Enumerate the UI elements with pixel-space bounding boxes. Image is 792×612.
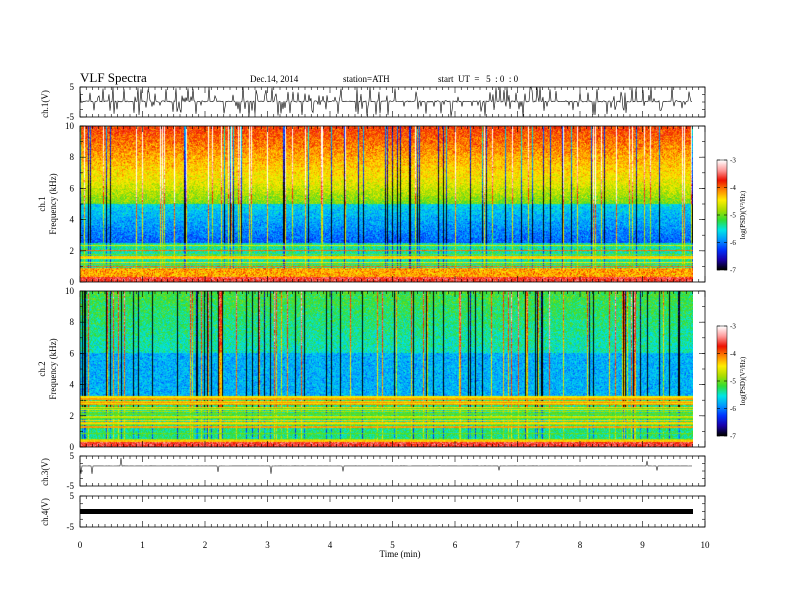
ch1-spectrogram-image — [80, 126, 693, 282]
ch4-waveform-band — [80, 509, 693, 514]
ch2-cbar-tick-0: -3 — [730, 323, 736, 331]
ch1-cbar-tick-3: -6 — [730, 239, 736, 247]
ch2-cbar-tick-3: -6 — [730, 405, 736, 413]
ch1-cbar-tick-1: -4 — [730, 184, 736, 192]
ch2-cbar-tick-4: -7 — [730, 433, 736, 441]
ch1-waveform-line — [79, 86, 693, 117]
x-tick-label-4: 4 — [328, 540, 333, 550]
station-label: station=ATH — [343, 74, 390, 84]
ch3-wave-ytick-1: -5 — [67, 481, 75, 491]
ch2-spec-ytick-2: 4 — [70, 380, 75, 390]
ch4-wave-ytick-1: -5 — [67, 522, 75, 532]
x-tick-label-0: 0 — [78, 540, 83, 550]
ch1-spec-ytick-0: 0 — [70, 277, 75, 287]
ch1-cbar-tick-2: -5 — [730, 212, 736, 220]
x-tick-label-6: 6 — [453, 540, 458, 550]
ch1-wave-ytick-0: 5 — [70, 82, 75, 92]
ch2-spec-ytick-1: 2 — [70, 411, 75, 421]
ch1-spec-ylabel-top: ch.1 — [37, 196, 47, 211]
chart-title: VLF Spectra — [80, 70, 147, 85]
x-tick-label-3: 3 — [265, 540, 270, 550]
ch2-spec-ytick-3: 6 — [70, 348, 75, 358]
ch1-spec-ytick-5: 10 — [65, 121, 75, 131]
x-tick-label-2: 2 — [203, 540, 208, 550]
ch2-spec-ylabel: Frequency (kHz) — [48, 338, 58, 399]
ch1-spec-ytick-2: 4 — [70, 215, 75, 225]
ch3-waveform-line — [79, 457, 693, 474]
ch1-spec-ylabel: Frequency (kHz) — [48, 173, 58, 234]
ch3-waveform-ylabel: ch.3(V) — [40, 458, 50, 486]
x-tick-label-5: 5 — [390, 540, 395, 550]
ch1-waveform-ylabel: ch.1(V) — [40, 90, 50, 118]
ch1-cbar-tick-0: -3 — [730, 157, 736, 165]
date-label: Dec.14, 2014 — [250, 74, 299, 84]
ch2-spec-ytick-4: 8 — [70, 317, 75, 327]
ch1-colorbar-label: log(PSD)(V²/Hz) — [739, 190, 747, 239]
ch2-spectrogram-image — [80, 291, 693, 447]
x-axis-label: Time (min) — [380, 549, 421, 559]
ch1-spec-ytick-3: 6 — [70, 183, 75, 193]
start-time-label: start UT = 5 : 0 : 0 — [438, 74, 519, 84]
ch2-colorbar-label: log(PSD)(V²/Hz) — [739, 356, 747, 405]
ch2-spec-ylabel-top: ch.2 — [37, 361, 47, 376]
x-tick-label-8: 8 — [578, 540, 583, 550]
x-tick-label-7: 7 — [515, 540, 520, 550]
ch2-spec-ytick-0: 0 — [70, 442, 75, 452]
x-tick-label-9: 9 — [640, 540, 645, 550]
ch1-spec-ytick-4: 8 — [70, 152, 75, 162]
x-tick-label-10: 10 — [701, 540, 711, 550]
x-tick-label-1: 1 — [140, 540, 145, 550]
ch2-spec-ytick-5: 10 — [65, 286, 75, 296]
ch2-cbar-tick-1: -4 — [730, 350, 736, 358]
ch1-colorbar — [717, 160, 727, 270]
ch2-cbar-tick-2: -5 — [730, 378, 736, 386]
ch4-waveform-ylabel: ch.4(V) — [40, 498, 50, 526]
ch2-colorbar — [717, 326, 727, 436]
ch1-cbar-tick-4: -7 — [730, 267, 736, 275]
ch4-wave-ytick-0: 5 — [70, 491, 75, 501]
ch1-spec-ytick-1: 2 — [70, 246, 75, 256]
ch3-wave-ytick-0: 5 — [70, 451, 75, 461]
ch1-wave-ytick-1: -5 — [67, 112, 75, 122]
